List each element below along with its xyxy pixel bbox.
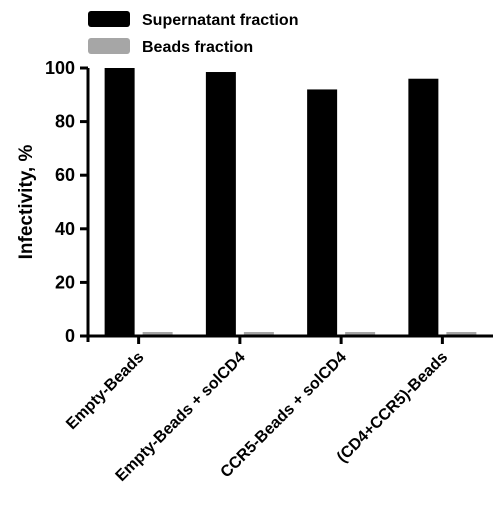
x-tick-label: (CD4+CCR5)-Beads: [334, 349, 451, 466]
legend-swatch-beads: [88, 38, 130, 54]
bar-beads-3: [345, 332, 376, 336]
bar-supernatant-4: [408, 78, 439, 336]
y-tick-label: 40: [55, 219, 75, 239]
legend-label-supernatant: Supernatant fraction: [142, 12, 298, 29]
y-tick-label: 60: [55, 165, 75, 185]
bar-beads-2: [243, 332, 274, 336]
y-tick-label: 80: [55, 112, 75, 132]
bar-supernatant-2: [205, 72, 236, 337]
legend: Supernatant fraction Beads fraction: [88, 11, 298, 56]
legend-swatch-supernatant: [88, 11, 130, 27]
bar-beads-1: [142, 332, 173, 336]
bar-supernatant-3: [307, 89, 338, 336]
y-tick-label: 0: [65, 326, 75, 346]
x-tick-label: Empty-Beads: [63, 349, 147, 433]
bars: [104, 68, 477, 337]
bar-supernatant-1: [104, 68, 135, 336]
y-axis: 0 20 40 60 80 100: [45, 58, 90, 346]
legend-label-beads: Beads fraction: [142, 39, 253, 56]
y-axis-title: Infectivity, %: [16, 145, 37, 260]
y-tick-label: 100: [45, 58, 75, 78]
bar-beads-4: [446, 332, 477, 336]
y-tick-label: 20: [55, 272, 75, 292]
